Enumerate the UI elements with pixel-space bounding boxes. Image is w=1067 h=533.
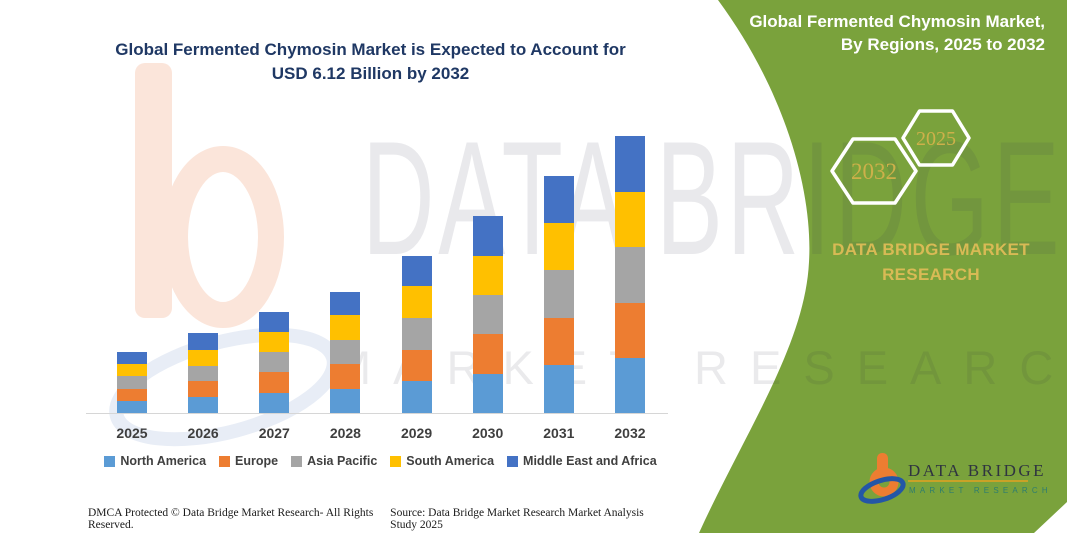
bar-2027	[259, 311, 290, 413]
year-label-2026: 2026	[187, 425, 219, 441]
bar-segment-europe	[259, 372, 290, 393]
x-axis-line	[86, 413, 668, 414]
bar-segment-europe	[117, 388, 147, 401]
bar-segment-south-america	[188, 349, 219, 366]
panel-title-line2: By Regions, 2025 to 2032	[840, 35, 1045, 54]
legend-label: South America	[406, 454, 495, 468]
chart-title-line2: USD 6.12 Billion by 2032	[271, 64, 470, 83]
bar-segment-asia-pacific	[614, 247, 645, 303]
bar-segment-middle-east-and-africa	[614, 136, 645, 193]
brand-text: DATA BRIDGE MARKET RESEARCH	[815, 237, 1047, 287]
bar-segment-europe	[401, 349, 432, 382]
bar-segment-middle-east-and-africa	[543, 175, 574, 223]
panel-title: Global Fermented Chymosin Market, By Reg…	[715, 10, 1045, 56]
bar-segment-europe	[472, 334, 503, 374]
legend-swatch	[291, 455, 303, 467]
bar-2026	[188, 332, 219, 413]
bar-segment-europe	[330, 364, 361, 389]
bar-segment-south-america	[117, 364, 147, 377]
logo-subtitle: MARKET RESEARCH	[909, 486, 1052, 495]
bar-segment-asia-pacific	[330, 339, 361, 365]
year-label-2025: 2025	[116, 425, 148, 441]
legend-label: Asia Pacific	[307, 454, 378, 468]
bar-2029	[401, 255, 432, 413]
legend-swatch	[104, 455, 116, 467]
source-text: Source: Data Bridge Market Research Mark…	[390, 507, 644, 531]
bar-segment-north-america	[614, 357, 645, 413]
bar-segment-middle-east-and-africa	[472, 216, 503, 256]
chart-title: Global Fermented Chymosin Market is Expe…	[88, 38, 653, 86]
legend-item-europe: Europe	[219, 454, 278, 468]
year-label-2031: 2031	[543, 425, 575, 441]
legend-swatch	[219, 455, 231, 467]
bar-segment-south-america	[472, 255, 503, 295]
legend-label: North America	[120, 454, 207, 468]
bar-2028	[330, 291, 361, 413]
brand-text-line2: RESEARCH	[882, 265, 980, 284]
panel-title-line1: Global Fermented Chymosin Market,	[749, 12, 1045, 31]
bar-segment-south-america	[614, 192, 645, 248]
logo-b-icon	[858, 453, 906, 504]
bar-segment-north-america	[543, 365, 574, 413]
bar-segment-asia-pacific	[259, 351, 290, 373]
bar-segment-middle-east-and-africa	[401, 255, 432, 287]
bar-segment-asia-pacific	[188, 365, 219, 382]
brand-text-line1: DATA BRIDGE MARKET	[832, 240, 1030, 259]
logo-wordmark: DATA BRIDGE	[908, 461, 1046, 480]
year-label-2030: 2030	[472, 425, 504, 441]
bar-segment-middle-east-and-africa	[330, 291, 361, 316]
bar-segment-europe	[614, 302, 645, 358]
legend-label: Middle East and Africa	[523, 454, 657, 468]
bar-segment-middle-east-and-africa	[188, 332, 219, 350]
bar-segment-middle-east-and-africa	[259, 311, 290, 332]
bar-segment-north-america	[401, 381, 432, 413]
logo-underline	[908, 480, 1028, 482]
bar-segment-asia-pacific	[401, 317, 432, 350]
bar-2030	[472, 216, 503, 413]
bar-2031	[543, 175, 574, 413]
legend-item-asia-pacific: Asia Pacific	[291, 454, 377, 468]
bar-segment-asia-pacific	[543, 270, 574, 318]
legend-swatch	[390, 455, 402, 467]
dmca-text: DMCA Protected © Data Bridge Market Rese…	[88, 507, 374, 531]
year-label-2032: 2032	[614, 425, 646, 441]
year-label-2027: 2027	[258, 425, 290, 441]
bar-segment-europe	[543, 317, 574, 366]
chart-title-line1: Global Fermented Chymosin Market is Expe…	[115, 40, 626, 59]
bar-segment-south-america	[330, 315, 361, 340]
bar-segment-asia-pacific	[472, 294, 503, 335]
year-label-2029: 2029	[400, 425, 433, 441]
dbmr-logo: DATA BRIDGE MARKET RESEARCH	[858, 453, 1052, 504]
bar-segment-north-america	[330, 388, 361, 413]
legend-item-south-america: South America	[390, 454, 494, 468]
bar-segment-europe	[188, 381, 219, 398]
legend-swatch	[507, 455, 519, 467]
year-label-2028: 2028	[329, 425, 361, 441]
chart-legend: North America Europe Asia Pacific South Ame…	[88, 454, 673, 468]
bar-segment-south-america	[259, 331, 290, 352]
bar-2032	[614, 136, 645, 413]
bar-segment-south-america	[401, 286, 432, 318]
footer: DMCA Protected © Data Bridge Market Rese…	[88, 507, 670, 531]
bar-segment-north-america	[259, 392, 290, 413]
bar-segment-middle-east-and-africa	[117, 351, 147, 365]
legend-item-north-america: North America	[104, 454, 206, 468]
bar-2025	[117, 351, 147, 413]
legend-item-middle-east-and-africa: Middle East and Africa	[507, 454, 657, 468]
bar-segment-north-america	[188, 397, 219, 413]
legend-label: Europe	[235, 454, 279, 468]
bar-segment-asia-pacific	[117, 376, 147, 389]
bar-segment-north-america	[472, 373, 503, 413]
green-panel-path	[699, 0, 1067, 533]
bar-segment-north-america	[117, 400, 147, 413]
bar-segment-south-america	[543, 222, 574, 271]
